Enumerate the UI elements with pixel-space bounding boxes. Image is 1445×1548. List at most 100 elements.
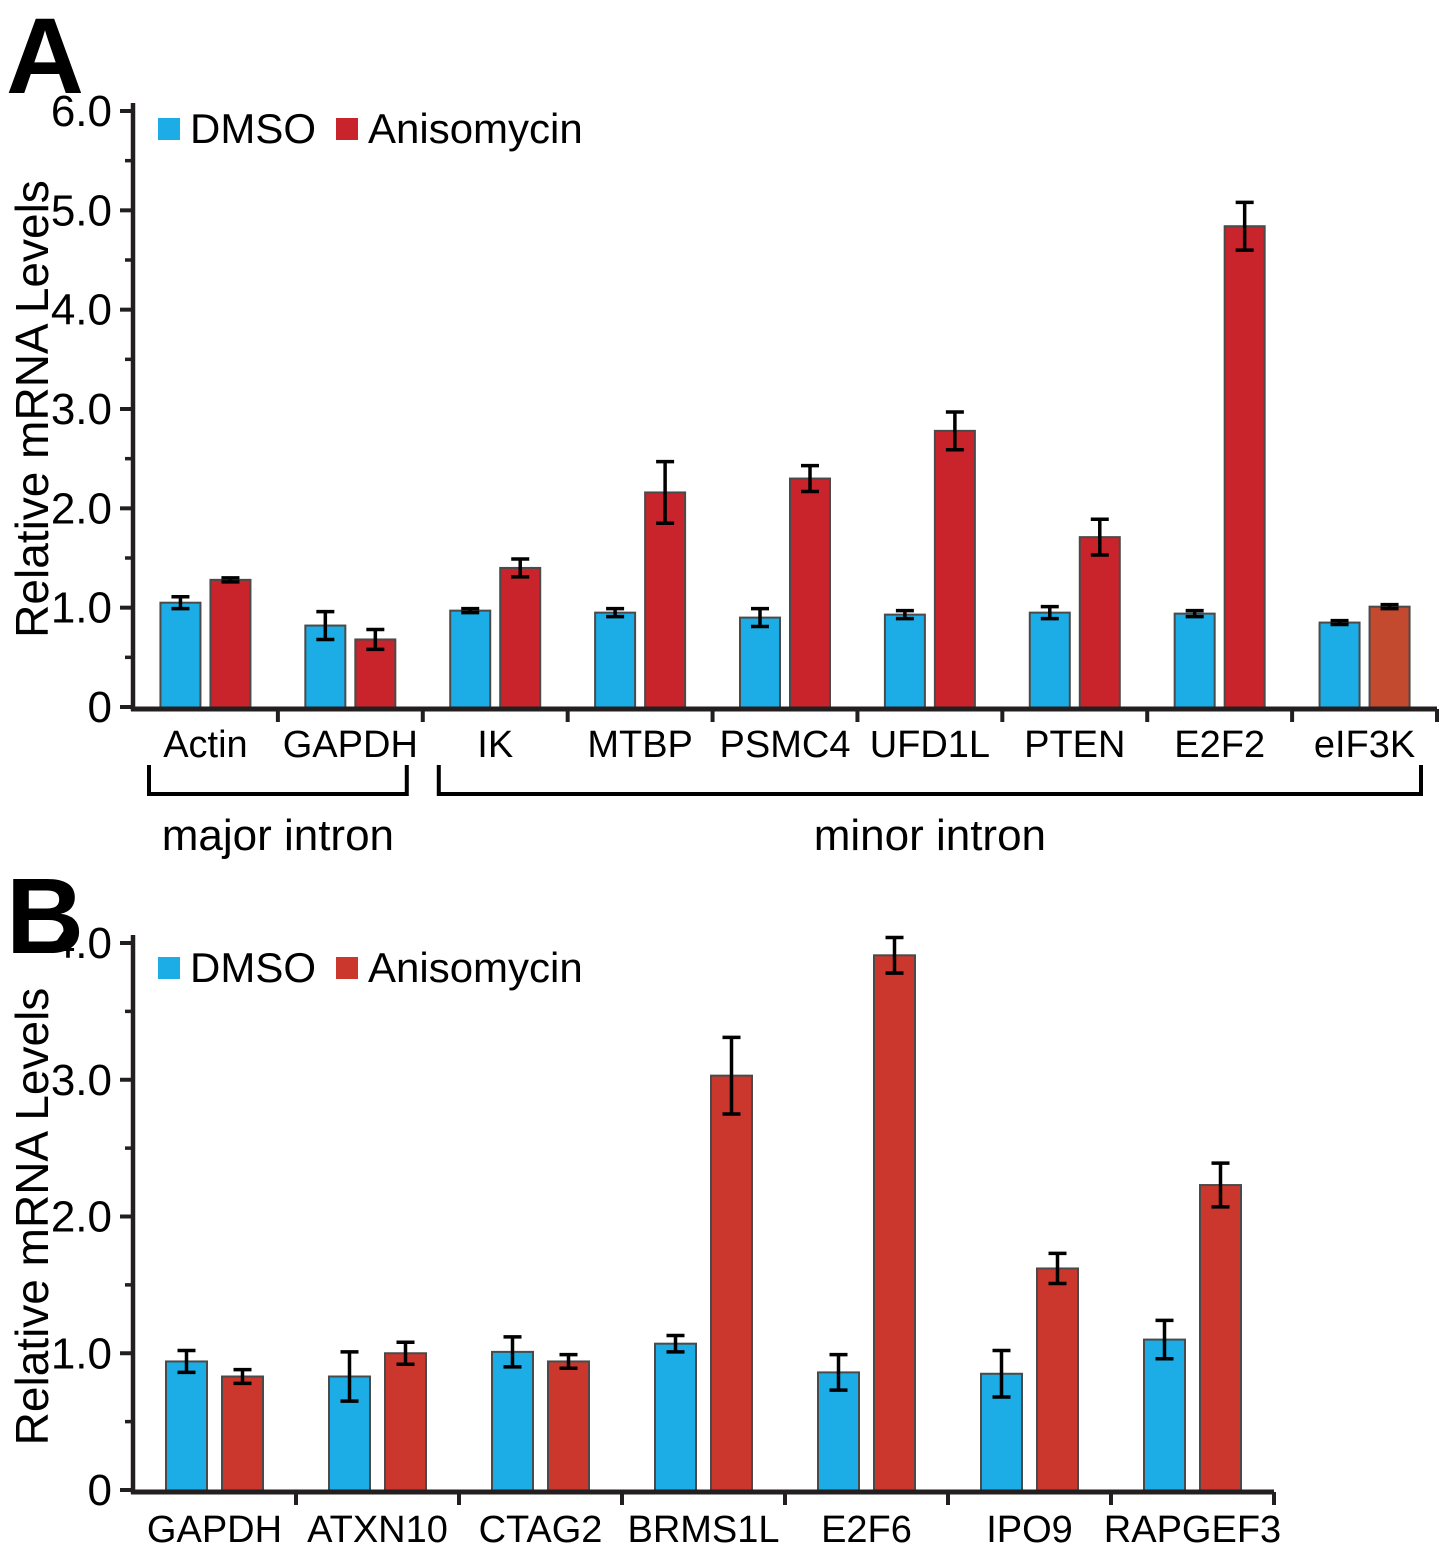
- panel-a-x-label-gapdh: GAPDH: [283, 724, 418, 766]
- panel-b-errorbar-dmso-e2f6: [829, 1352, 848, 1392]
- panel-a-bar-dmso-ufd1l: [883, 613, 926, 710]
- panel-b-y-tick-label-1.0: 1.0: [51, 1329, 112, 1378]
- panel-a-x-label-eif3k: eIF3K: [1314, 724, 1415, 766]
- panel-b-x-label-ctag2: CTAG2: [479, 1509, 603, 1548]
- panel-b-x-label-ipo9: IPO9: [986, 1509, 1073, 1548]
- panel-a-errorbar-anisomycin-ufd1l: [945, 410, 964, 452]
- panel-b-legend-swatch-anisomycin: [336, 957, 358, 979]
- panel-a-errorbar-dmso-e2f2: [1185, 608, 1204, 619]
- panel-b-legend-swatch-dmso: [158, 957, 180, 979]
- panel-a-errorbar-dmso-gapdh: [316, 609, 335, 642]
- panel-a-errorbar-anisomycin-psmc4: [801, 463, 819, 494]
- panel-b-errorbar-anisomycin-gapdh: [233, 1367, 252, 1386]
- panel-b-x-label-rapgef3: RAPGEF3: [1104, 1509, 1281, 1548]
- panel-a-bar-dmso-eif3k: [1318, 621, 1361, 710]
- panel-a-bar-dmso-psmc4: [739, 616, 781, 710]
- panel-a-bar-dmso-mtbp: [594, 611, 637, 711]
- panel-label-b: B: [6, 855, 84, 976]
- panel-b-bar-anisomycin-ctag2: [547, 1360, 590, 1493]
- panel-a-errorbar-anisomycin-ik: [511, 557, 530, 579]
- panel-a-x-label-actin: Actin: [163, 724, 247, 766]
- panel-b-legend-label-dmso: DMSO: [190, 944, 316, 991]
- panel-a-bar-anisomycin-ik: [499, 566, 542, 711]
- panel-a-bar-dmso-e2f2: [1173, 612, 1216, 710]
- panel-a-y-tick-label-1.0: 1.0: [51, 584, 112, 633]
- panel-a-x-label-ik: IK: [477, 724, 513, 766]
- panel-a-errorbar-dmso-mtbp: [606, 606, 625, 619]
- panel-a-bar-anisomycin-eif3k: [1368, 605, 1411, 711]
- panel-a-errorbar-anisomycin-gapdh: [366, 627, 385, 652]
- panel-b-bar-dmso-brms1l: [654, 1342, 697, 1493]
- panel-a-y-tick-label-5.0: 5.0: [51, 186, 112, 235]
- panel-a-y-tick-label-0: 0: [88, 683, 112, 732]
- panel-a-bar-anisomycin-ufd1l: [933, 429, 976, 710]
- panel-a-y-tick-label-4.0: 4.0: [51, 286, 112, 335]
- panel-b-errorbar-anisomycin-e2f6: [885, 935, 904, 975]
- panel-a-bracket-label-major-intron: major intron: [162, 811, 394, 860]
- panel-b-y-tick-label-2.0: 2.0: [51, 1193, 112, 1242]
- panel-a-bar-anisomycin-mtbp: [644, 491, 687, 710]
- panel-a-bracket-major-intron: [147, 765, 409, 796]
- panel-b-errorbar-dmso-ipo9: [992, 1348, 1011, 1399]
- panel-b-bar-dmso-rapgef3: [1143, 1338, 1186, 1493]
- panel-a-errorbar-dmso-pten: [1040, 604, 1059, 621]
- panel-b-errorbar-anisomycin-brms1l: [722, 1035, 741, 1116]
- panel-b-bar-anisomycin-rapgef3: [1199, 1184, 1242, 1493]
- panel-b-errorbar-dmso-gapdh: [177, 1348, 196, 1375]
- panel-a-legend-label-dmso: DMSO: [190, 105, 316, 152]
- panel-b-errorbar-anisomycin-rapgef3: [1211, 1161, 1230, 1209]
- panel-b-bar-anisomycin-gapdh: [221, 1375, 264, 1494]
- panel-b-bar-anisomycin-brms1l: [710, 1074, 753, 1493]
- panel-a-errorbar-dmso-actin: [171, 594, 190, 611]
- panel-a-legend-label-anisomycin: Anisomycin: [368, 105, 583, 152]
- panel-a-bar-anisomycin-pten: [1078, 536, 1121, 711]
- panel-b-errorbar-dmso-atxn10: [340, 1350, 359, 1403]
- panel-b-bar-anisomycin-e2f6: [873, 954, 916, 1493]
- panel-b-legend-label-anisomycin: Anisomycin: [368, 944, 583, 991]
- panel-b-errorbar-anisomycin-ctag2: [559, 1352, 578, 1371]
- panel-a-errorbar-anisomycin-e2f2: [1235, 200, 1254, 252]
- panel-a-errorbar-dmso-psmc4: [751, 606, 769, 629]
- panel-a-errorbar-dmso-ik: [461, 606, 480, 615]
- panel-a-bar-anisomycin-actin: [209, 578, 252, 710]
- panel-a-x-label-ufd1l: UFD1L: [870, 724, 990, 766]
- panel-a-errorbar-anisomycin-eif3k: [1380, 602, 1399, 611]
- panel-a-bar-anisomycin-psmc4: [789, 477, 831, 710]
- panel-b-bar-dmso-gapdh: [165, 1360, 208, 1493]
- panel-a-errorbar-anisomycin-mtbp: [656, 459, 675, 525]
- panel-a-y-axis-title: Relative mRNA Levels: [6, 180, 58, 638]
- panel-a-x-label-pten: PTEN: [1024, 724, 1125, 766]
- panel-a-bar-dmso-pten: [1028, 611, 1071, 711]
- panel-a-bar-dmso-actin: [159, 601, 202, 711]
- panel-a-legend-swatch-dmso: [158, 118, 180, 140]
- panel-b-errorbar-anisomycin-ipo9: [1048, 1251, 1067, 1286]
- panel-b-errorbar-dmso-rapgef3: [1155, 1318, 1174, 1361]
- panel-a-bracket-minor-intron: [436, 765, 1423, 796]
- panel-b-x-label-brms1l: BRMS1L: [627, 1509, 779, 1548]
- panel-a-errorbar-anisomycin-pten: [1090, 517, 1109, 557]
- panel-a-errorbar-anisomycin-actin: [221, 576, 240, 584]
- panel-b-bar-dmso-e2f6: [817, 1371, 860, 1494]
- panel-a-legend-swatch-anisomycin: [336, 118, 358, 140]
- panel-a-bracket-label-minor-intron: minor intron: [814, 811, 1046, 860]
- panel-b-x-label-atxn10: ATXN10: [307, 1509, 448, 1548]
- panel-b-errorbar-anisomycin-atxn10: [396, 1340, 415, 1366]
- panel-a-x-label-e2f2: E2F2: [1174, 724, 1265, 766]
- panel-a-bar-anisomycin-e2f2: [1223, 225, 1266, 711]
- panel-b-bar-anisomycin-ipo9: [1036, 1267, 1079, 1493]
- panel-a-legend: DMSO Anisomycin: [158, 105, 583, 152]
- panel-a-y-tick-label-3.0: 3.0: [51, 385, 112, 434]
- panel-label-a: A: [6, 0, 84, 116]
- panel-b-y-tick-label-3.0: 3.0: [51, 1056, 112, 1105]
- panel-b-bar-anisomycin-atxn10: [384, 1352, 427, 1493]
- panel-b-chart: 0 1.0 2.0 3.0 4.0 GAPDH ATXN10 CTAG2 BRMS1L E2F6 I…: [6, 919, 1281, 1548]
- panel-b-errorbar-dmso-brms1l: [666, 1333, 685, 1354]
- panel-a-chart: 0 1.0 2.0 3.0 4.0 5.0 6.0 Actin GAPDH IK MTBP PSMC4…: [6, 87, 1439, 860]
- panel-a-x-label-psmc4: PSMC4: [720, 724, 851, 766]
- panel-a-errorbar-dmso-ufd1l: [895, 608, 914, 621]
- panel-b-x-label-gapdh: GAPDH: [147, 1509, 282, 1548]
- panel-b-x-label-e2f6: E2F6: [821, 1509, 912, 1548]
- panel-b-y-axis-title: Relative mRNA Levels: [6, 988, 58, 1446]
